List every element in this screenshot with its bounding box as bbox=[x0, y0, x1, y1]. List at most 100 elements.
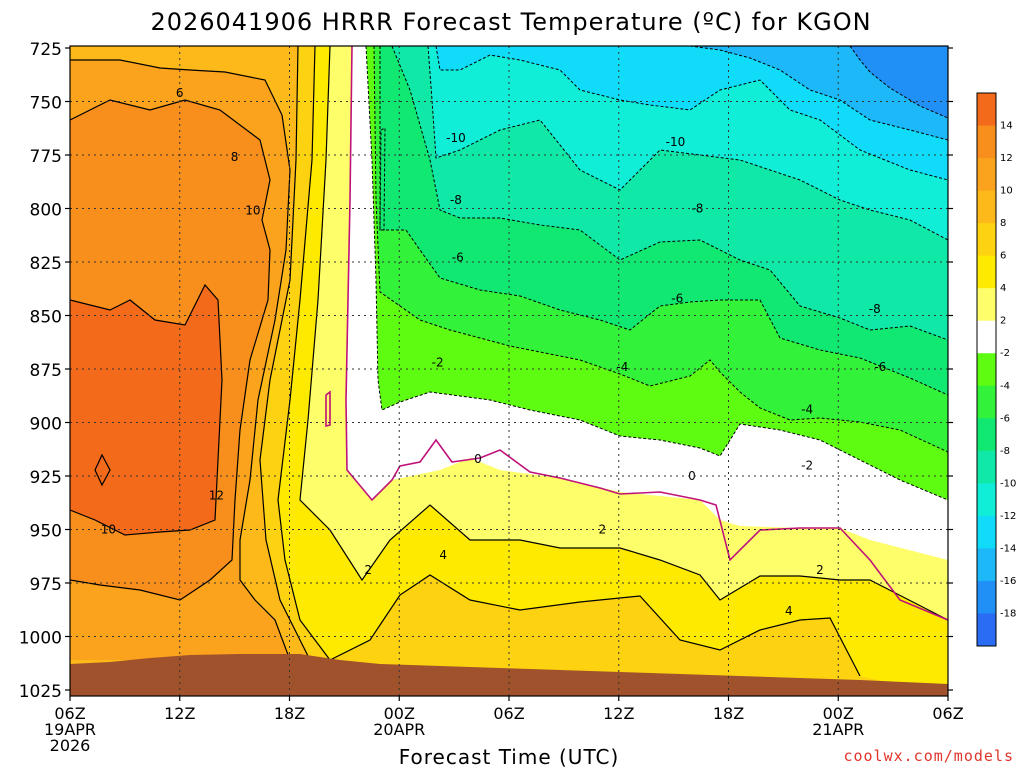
colorbar-segment bbox=[977, 548, 996, 582]
x-axis-title: Forecast Time (UTC) bbox=[399, 745, 620, 768]
colorbar-segment bbox=[977, 385, 996, 419]
colorbar-frame bbox=[976, 92, 997, 647]
contour-line-m16 bbox=[849, 46, 948, 119]
x-tick-label: 18Z bbox=[713, 704, 744, 723]
colorbar-segment bbox=[977, 223, 996, 257]
colorbar-label: -4 bbox=[1000, 381, 1010, 392]
colorbar-label: -8 bbox=[1000, 446, 1010, 457]
x-tick-label: 00Z bbox=[384, 704, 415, 723]
y-tick-label: 975 bbox=[30, 575, 62, 595]
colorbar-segment bbox=[977, 158, 996, 192]
colorbar-segment bbox=[977, 580, 996, 614]
contour-label: 2 bbox=[816, 563, 824, 577]
colorbar-label: 14 bbox=[1000, 121, 1013, 132]
y-tick-label: 725 bbox=[30, 40, 62, 60]
contour-label: 10 bbox=[245, 204, 260, 218]
contour-label: -2 bbox=[801, 458, 813, 472]
chart-title: 2026041906 HRRR Forecast Temperature (ºC… bbox=[150, 8, 871, 36]
contour-line-14 bbox=[94, 453, 111, 487]
colorbar-label: -14 bbox=[1000, 543, 1016, 554]
contour-label: -6 bbox=[671, 291, 683, 305]
x-tick-label: 12Z bbox=[164, 704, 195, 723]
contour-line-m8 bbox=[391, 46, 948, 341]
contour-label: 10 bbox=[101, 523, 116, 537]
contour-line-2 bbox=[299, 46, 948, 621]
contour-label: 2 bbox=[598, 523, 606, 537]
contour-label: -4 bbox=[801, 403, 813, 417]
contour-label: -8 bbox=[691, 202, 703, 216]
y-tick-label: 925 bbox=[30, 468, 62, 488]
colorbar-segment bbox=[977, 288, 996, 322]
contour-label: 2 bbox=[364, 563, 372, 577]
colorbar-segment bbox=[977, 613, 996, 647]
colorbar-label: -2 bbox=[1000, 348, 1010, 359]
contour-label: -2 bbox=[432, 356, 444, 370]
y-tick-label: 1025 bbox=[19, 682, 62, 702]
contour-line-12 bbox=[70, 283, 223, 536]
contour-label: -10 bbox=[666, 135, 686, 149]
contour-line-m12 bbox=[435, 46, 948, 181]
x-tick-label: 00Z bbox=[823, 704, 854, 723]
x-tick-label: 18Z bbox=[274, 704, 305, 723]
colorbar-label: 6 bbox=[1000, 251, 1006, 262]
contour-line-4 bbox=[277, 46, 861, 677]
contour-label: -8 bbox=[450, 193, 462, 207]
contour-line-m14 bbox=[689, 46, 948, 141]
contour-line-6 bbox=[259, 46, 321, 681]
colorbar-segment bbox=[977, 515, 996, 549]
contour-line-m4 bbox=[373, 46, 948, 453]
y-tick-label: 950 bbox=[30, 522, 62, 542]
y-tick-label: 900 bbox=[30, 415, 62, 435]
cold-band-16to18 bbox=[850, 46, 948, 118]
negative-contours bbox=[365, 46, 948, 501]
y-tick-label: 800 bbox=[30, 201, 62, 221]
x-tick-label: 12Z bbox=[603, 704, 634, 723]
credit-text: coolwx.com/models bbox=[843, 747, 1014, 765]
x-tick-label: 06Z bbox=[932, 704, 963, 723]
colorbar-label: -18 bbox=[1000, 608, 1016, 619]
x-tick-label: 21APR bbox=[812, 720, 864, 739]
contour-label: 0 bbox=[474, 452, 482, 466]
contour-label: 4 bbox=[785, 604, 793, 618]
contour-label: -10 bbox=[446, 131, 466, 145]
freezing-line-main bbox=[345, 46, 948, 621]
contour-label: -6 bbox=[452, 251, 464, 265]
y-tick-label: 775 bbox=[30, 147, 62, 167]
colorbar-label: 10 bbox=[1000, 186, 1013, 197]
colorbar-segment bbox=[977, 125, 996, 159]
colorbar-segment bbox=[977, 255, 996, 289]
x-tick-label: 19APR bbox=[44, 720, 96, 739]
freezing-line-loop bbox=[325, 390, 331, 428]
colorbar-segment bbox=[977, 320, 996, 354]
contour-label: 4 bbox=[439, 548, 447, 562]
y-tick-label: 850 bbox=[30, 308, 62, 328]
y-tick-label: 750 bbox=[30, 94, 62, 114]
colorbar-segment bbox=[977, 93, 996, 127]
colorbar-label: 2 bbox=[1000, 316, 1006, 327]
colorbar-label: 8 bbox=[1000, 218, 1006, 229]
colorbar-segment bbox=[977, 450, 996, 484]
contour-line-m6 bbox=[379, 46, 948, 396]
colorbar-segment bbox=[977, 190, 996, 224]
warm-band-12to14 bbox=[70, 285, 222, 535]
positive-contours bbox=[70, 46, 948, 681]
freezing-line bbox=[325, 46, 948, 621]
contour-label: -8 bbox=[869, 302, 881, 316]
contour-line-m4-small bbox=[379, 127, 386, 231]
contour-label: 12 bbox=[209, 488, 224, 502]
x-tick-label: 06Z bbox=[493, 704, 524, 723]
y-tick-label: 875 bbox=[30, 361, 62, 381]
contour-line-8 bbox=[70, 59, 291, 661]
contour-label: 6 bbox=[176, 86, 184, 100]
colorbar-label: -6 bbox=[1000, 413, 1010, 424]
contour-label: -4 bbox=[616, 360, 628, 374]
colorbar-label: 4 bbox=[1000, 283, 1006, 294]
colorbar-label: -10 bbox=[1000, 478, 1016, 489]
colorbar-segment bbox=[977, 483, 996, 517]
colorbar-label: -16 bbox=[1000, 576, 1016, 587]
x-tick-label: 06Z bbox=[54, 704, 85, 723]
colorbar: 14 12 10 8 6 4 2 -2 -4 -6 -8 -10 -12 -14 -16 -18 bbox=[976, 92, 1016, 647]
colorbar-label: 12 bbox=[1000, 153, 1013, 164]
contour-label: 0 bbox=[688, 469, 696, 483]
